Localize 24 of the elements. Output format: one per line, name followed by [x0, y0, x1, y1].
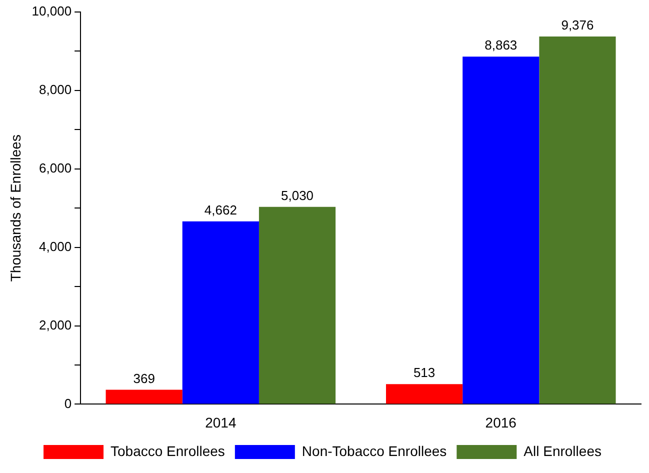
bar	[462, 56, 540, 404]
bar	[386, 384, 463, 404]
data-label: 369	[133, 370, 155, 386]
data-label: 9,376	[561, 18, 594, 33]
bar	[106, 390, 182, 404]
y-tick-label: 0	[64, 396, 72, 411]
legend-label: Non-Tobacco Enrollees	[302, 442, 447, 459]
x-tick-label: 2016	[485, 414, 517, 430]
y-tick-label: 2,000	[39, 317, 72, 332]
data-label: 513	[413, 365, 436, 380]
x-tick-label: 2014	[205, 414, 236, 430]
y-tick-label: 4,000	[39, 238, 72, 254]
legend-label: All Enrollees	[524, 442, 602, 459]
y-axis-title: Thousands of Enrollees	[7, 134, 24, 282]
data-label: 5,030	[280, 188, 314, 203]
data-label: 4,662	[204, 202, 237, 218]
data-label: 8,863	[484, 38, 518, 53]
y-tick-label: 6,000	[39, 160, 72, 176]
bar	[182, 221, 259, 404]
y-tick-label: 10,000	[32, 4, 72, 19]
bar	[539, 36, 616, 404]
legend-label: Tobacco Enrollees	[110, 442, 225, 459]
bar	[258, 206, 336, 404]
y-tick-label: 8,000	[39, 82, 72, 98]
